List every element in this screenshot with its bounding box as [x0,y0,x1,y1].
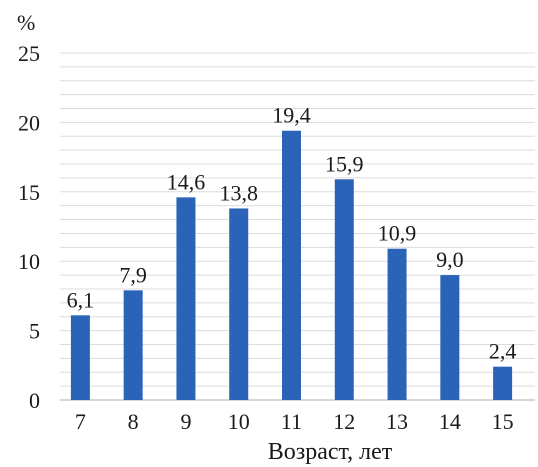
x-tick-label: 11 [281,409,302,434]
y-axis-unit-label: % [17,10,35,35]
data-label-12: 15,9 [325,151,364,176]
y-tick-label: 20 [18,110,40,135]
x-tick-label: 9 [180,409,191,434]
bar-11 [282,130,301,400]
bars [70,130,513,400]
bar-13 [387,248,407,400]
x-tick-label: 8 [128,409,139,434]
bar-7 [70,315,90,400]
data-label-13: 10,9 [378,221,417,246]
bar-15 [493,366,513,400]
data-label-9: 14,6 [167,169,206,194]
y-tick-label: 15 [18,180,40,205]
y-axis-ticks: 0 5 10 15 20 25 [18,41,40,413]
x-tick-label: 15 [492,409,514,434]
data-label-11: 19,4 [272,103,311,128]
bar-9 [176,197,196,400]
bar-8 [123,290,143,400]
y-tick-label: 10 [18,249,40,274]
data-label-15: 2,4 [489,339,517,364]
x-tick-label: 10 [228,409,250,434]
bar-12 [334,179,354,400]
x-tick-label: 7 [75,409,86,434]
x-tick-label: 13 [386,409,408,434]
y-tick-label: 25 [18,41,40,66]
data-label-7: 6,1 [67,287,95,312]
bar-10 [229,208,249,400]
data-label-10: 13,8 [219,180,258,205]
x-axis-ticks: 7 8 9 10 11 12 13 14 15 [75,409,514,434]
y-tick-label: 5 [29,319,40,344]
bar-14 [440,275,460,400]
data-labels: 6,1 7,9 14,6 13,8 19,4 15,9 10,9 9,0 2,4 [67,103,517,364]
y-tick-label: 0 [29,388,40,413]
data-label-8: 7,9 [119,262,147,287]
x-tick-label: 12 [333,409,355,434]
x-axis-title: Возраст, лет [268,439,393,465]
x-tick-label: 14 [439,409,461,434]
data-label-14: 9,0 [436,247,464,272]
